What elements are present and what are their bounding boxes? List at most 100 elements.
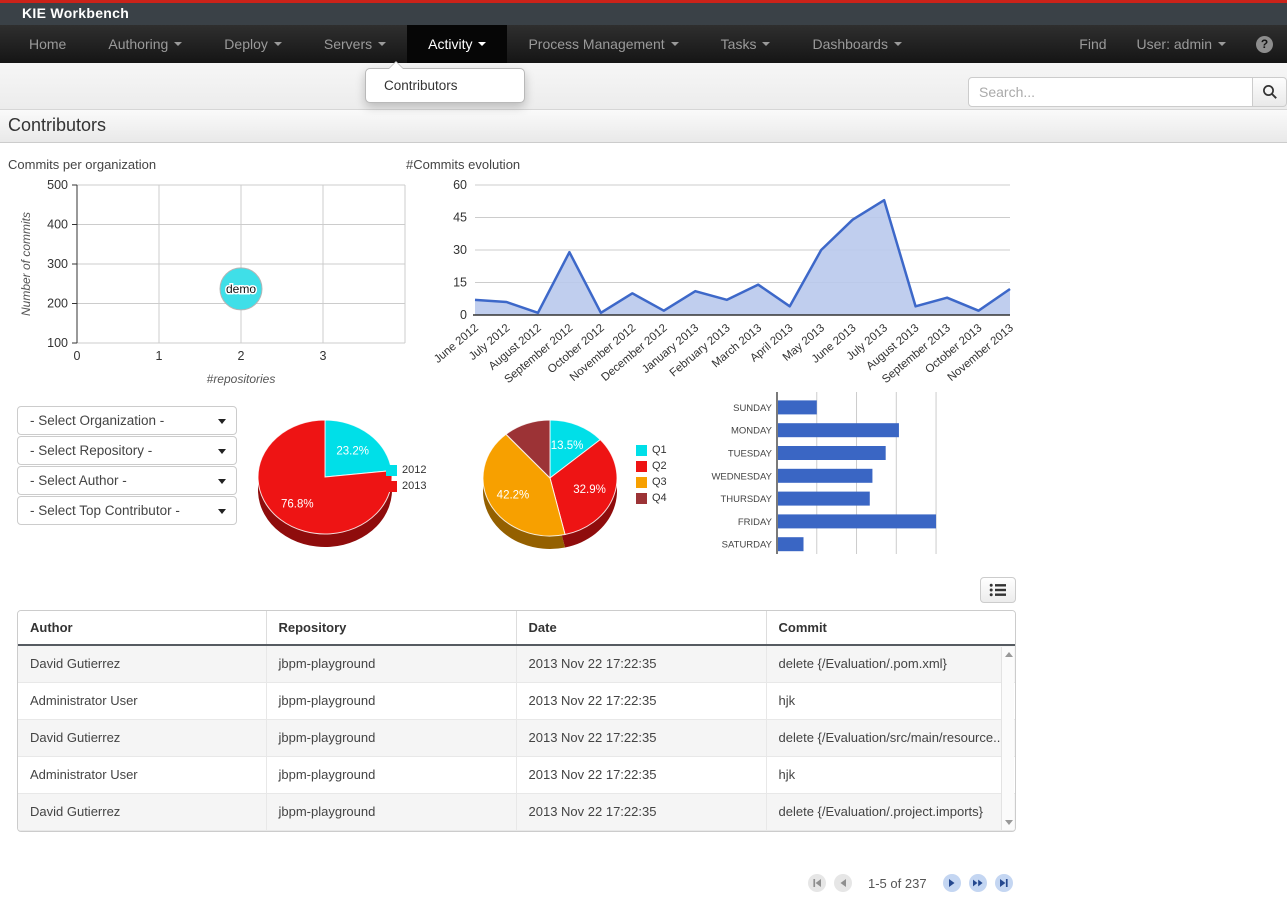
search-input[interactable] — [968, 77, 1253, 107]
legend-label: Q1 — [652, 444, 667, 456]
last-page-button[interactable] — [994, 874, 1013, 892]
app-title: KIE Workbench — [22, 5, 130, 21]
first-page-icon — [813, 879, 821, 887]
column-header-repository[interactable]: Repository — [266, 611, 517, 646]
nav-item-dashboards[interactable]: Dashboards — [791, 25, 923, 63]
table-row[interactable]: David Gutierrez jbpm-playground 2013 Nov 2… — [18, 645, 1015, 683]
table-row[interactable]: Administrator User jbpm-playground 2013 No… — [18, 682, 1015, 720]
next-page-button[interactable] — [942, 874, 961, 892]
table-cell: hjk — [766, 682, 1015, 720]
svg-text:Number of commits: Number of commits — [19, 212, 33, 316]
svg-text:SATURDAY: SATURDAY — [722, 540, 773, 551]
select-value: - Select Top Contributor - — [30, 503, 180, 518]
svg-text:0: 0 — [74, 349, 81, 363]
svg-text:500: 500 — [47, 178, 68, 192]
pagination-label: 1-5 of 237 — [868, 875, 927, 891]
chevron-down-icon — [218, 479, 226, 484]
svg-text:FRIDAY: FRIDAY — [738, 517, 773, 528]
year-pie-legend: 2012 2013 — [386, 464, 426, 492]
page-title-band: Contributors — [0, 110, 1287, 143]
brand-bar: KIE Workbench — [0, 3, 1287, 25]
legend-item-2012: 2012 — [386, 464, 426, 476]
select-select-repository[interactable]: - Select Repository - — [17, 436, 237, 465]
nav-item-label: Dashboards — [812, 36, 888, 52]
svg-text:13.5%: 13.5% — [551, 440, 584, 452]
nav-item-label: Authoring — [108, 36, 169, 52]
svg-text:15: 15 — [453, 276, 467, 290]
activity-dropdown: Contributors — [365, 61, 525, 103]
svg-text:0: 0 — [460, 308, 467, 322]
legend-label: Q3 — [652, 476, 667, 488]
table-cell: hjk — [766, 756, 1015, 794]
nav-item-label: Deploy — [224, 36, 268, 52]
nav-items: Home Authoring Deploy Servers Activity Proces… — [0, 25, 923, 63]
user-menu[interactable]: User: admin — [1137, 36, 1226, 52]
nav-item-deploy[interactable]: Deploy — [203, 25, 303, 63]
next-page-icon — [948, 879, 955, 887]
svg-text:MONDAY: MONDAY — [731, 426, 773, 437]
table-row[interactable]: Administrator User jbpm-playground 2013 No… — [18, 756, 1015, 794]
menu-item-contributors[interactable]: Contributors — [384, 78, 458, 93]
table-cell: 2013 Nov 22 17:22:35 — [516, 756, 767, 794]
table-cell: 2013 Nov 22 17:22:35 — [516, 645, 767, 683]
search-button[interactable] — [1253, 77, 1287, 107]
legend-swatch — [636, 476, 647, 488]
fast-forward-button[interactable] — [968, 874, 987, 892]
commits-per-weekday-chart: SUNDAY MONDAY TUESDAY WEDNESDAY THURSDAY FRID… — [711, 392, 937, 554]
table-cell: 2013 Nov 22 17:22:35 — [516, 682, 767, 720]
nav-item-tasks[interactable]: Tasks — [700, 25, 792, 63]
svg-text:200: 200 — [47, 297, 68, 311]
first-page-button[interactable] — [808, 874, 826, 892]
legend-swatch — [386, 464, 397, 476]
column-header-author[interactable]: Author — [18, 611, 267, 646]
nav-item-authoring[interactable]: Authoring — [87, 25, 203, 63]
nav-item-activity[interactable]: Activity — [407, 25, 508, 63]
legend-item-q4: Q4 — [636, 492, 667, 504]
svg-text:30: 30 — [453, 243, 467, 257]
find-link[interactable]: Find — [1079, 36, 1107, 52]
table-cell: jbpm-playground — [266, 793, 517, 831]
table-row[interactable]: David Gutierrez jbpm-playground 2013 Nov 2… — [18, 793, 1015, 831]
select-select-top-contributor[interactable]: - Select Top Contributor - — [17, 496, 237, 525]
legend-item-q3: Q3 — [636, 476, 667, 488]
svg-text:2: 2 — [238, 349, 245, 363]
nav-item-label: Tasks — [720, 36, 757, 52]
table-cell: delete {/Evaluation/.project.imports} — [766, 793, 1015, 831]
scroll-up-icon — [1005, 652, 1013, 657]
legend-item-q2: Q2 — [636, 460, 667, 472]
table-row[interactable]: David Gutierrez jbpm-playground 2013 Nov 2… — [18, 719, 1015, 757]
select-select-organization[interactable]: - Select Organization - — [17, 406, 237, 435]
svg-text:60: 60 — [453, 178, 467, 192]
table-scrollbar[interactable] — [1001, 647, 1014, 830]
nav-item-label: Process Management — [528, 36, 665, 52]
table-options-button[interactable] — [980, 577, 1016, 603]
user-menu-label: User: admin — [1136, 36, 1212, 52]
select-value: - Select Author - — [30, 473, 127, 488]
select-select-author[interactable]: - Select Author - — [17, 466, 237, 495]
svg-text:3: 3 — [320, 349, 327, 363]
svg-text:23.2%: 23.2% — [336, 446, 369, 458]
svg-text:THURSDAY: THURSDAY — [720, 494, 772, 505]
nav-item-home[interactable]: Home — [8, 25, 87, 63]
table-cell: 2013 Nov 22 17:22:35 — [516, 719, 767, 757]
nav-right: Find User: admin ? — [1079, 25, 1273, 63]
legend-item-2013: 2013 — [386, 480, 426, 492]
prev-page-button[interactable] — [834, 874, 852, 892]
list-icon — [989, 583, 1006, 597]
chevron-down-icon — [273, 42, 282, 46]
page-title: Contributors — [8, 115, 107, 135]
nav-item-process-management[interactable]: Process Management — [507, 25, 699, 63]
chevron-down-icon — [893, 42, 902, 46]
svg-text:300: 300 — [47, 257, 68, 271]
table-cell: jbpm-playground — [266, 719, 517, 757]
legend-label: 2012 — [402, 464, 427, 476]
column-header-date[interactable]: Date — [516, 611, 767, 646]
nav-item-servers[interactable]: Servers — [303, 25, 407, 63]
chevron-down-icon — [218, 419, 226, 424]
last-page-icon — [999, 879, 1008, 887]
table-cell: jbpm-playground — [266, 645, 517, 683]
help-icon[interactable]: ? — [1256, 35, 1273, 53]
column-header-commit[interactable]: Commit — [766, 611, 1015, 646]
fast-forward-icon — [972, 879, 983, 887]
